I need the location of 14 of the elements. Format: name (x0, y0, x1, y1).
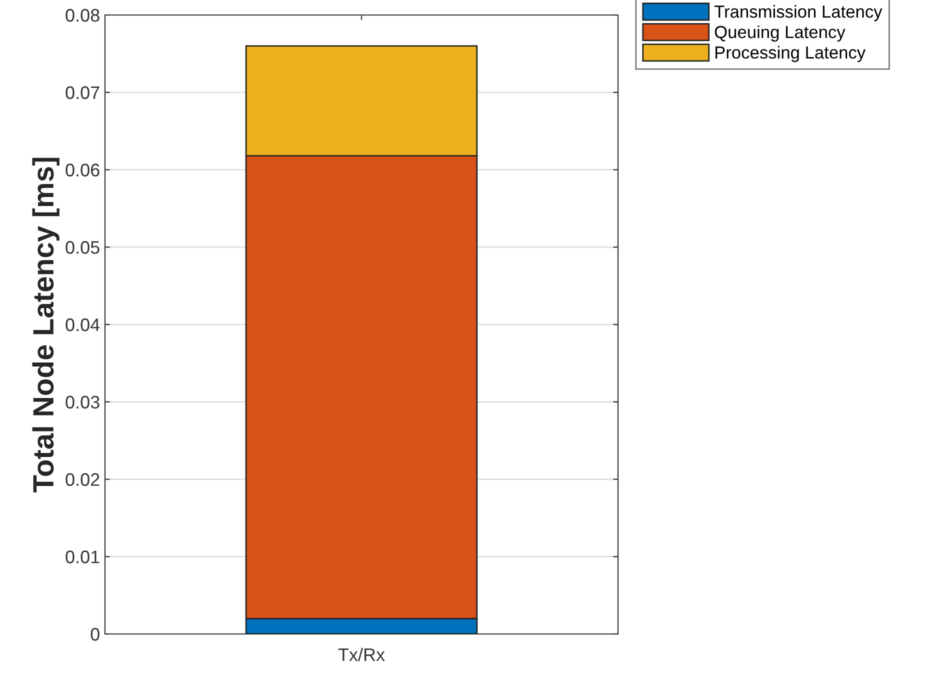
y-tick-label: 0.08 (66, 8, 100, 22)
legend-label: Transmission Latency (714, 5, 882, 22)
y-tick-label: 0.04 (66, 318, 100, 332)
y-tick-label: 0.07 (66, 86, 100, 100)
y-tick-label: 0.02 (66, 473, 100, 486)
y-tick-label: 0.03 (66, 396, 100, 409)
x-tick-label: Tx/Rx (338, 648, 385, 662)
y-axis-title: Total Node Latency [ms] (32, 158, 60, 492)
y-tick-label: 0.06 (66, 164, 100, 176)
y-tick-label: 0.01 (66, 550, 100, 564)
y-tick-label: 0.05 (66, 241, 100, 254)
legend-label: Queuing Latency (714, 25, 846, 42)
legend-label: Processing Latency (716, 46, 866, 62)
y-tick-label: 0 (90, 628, 100, 641)
